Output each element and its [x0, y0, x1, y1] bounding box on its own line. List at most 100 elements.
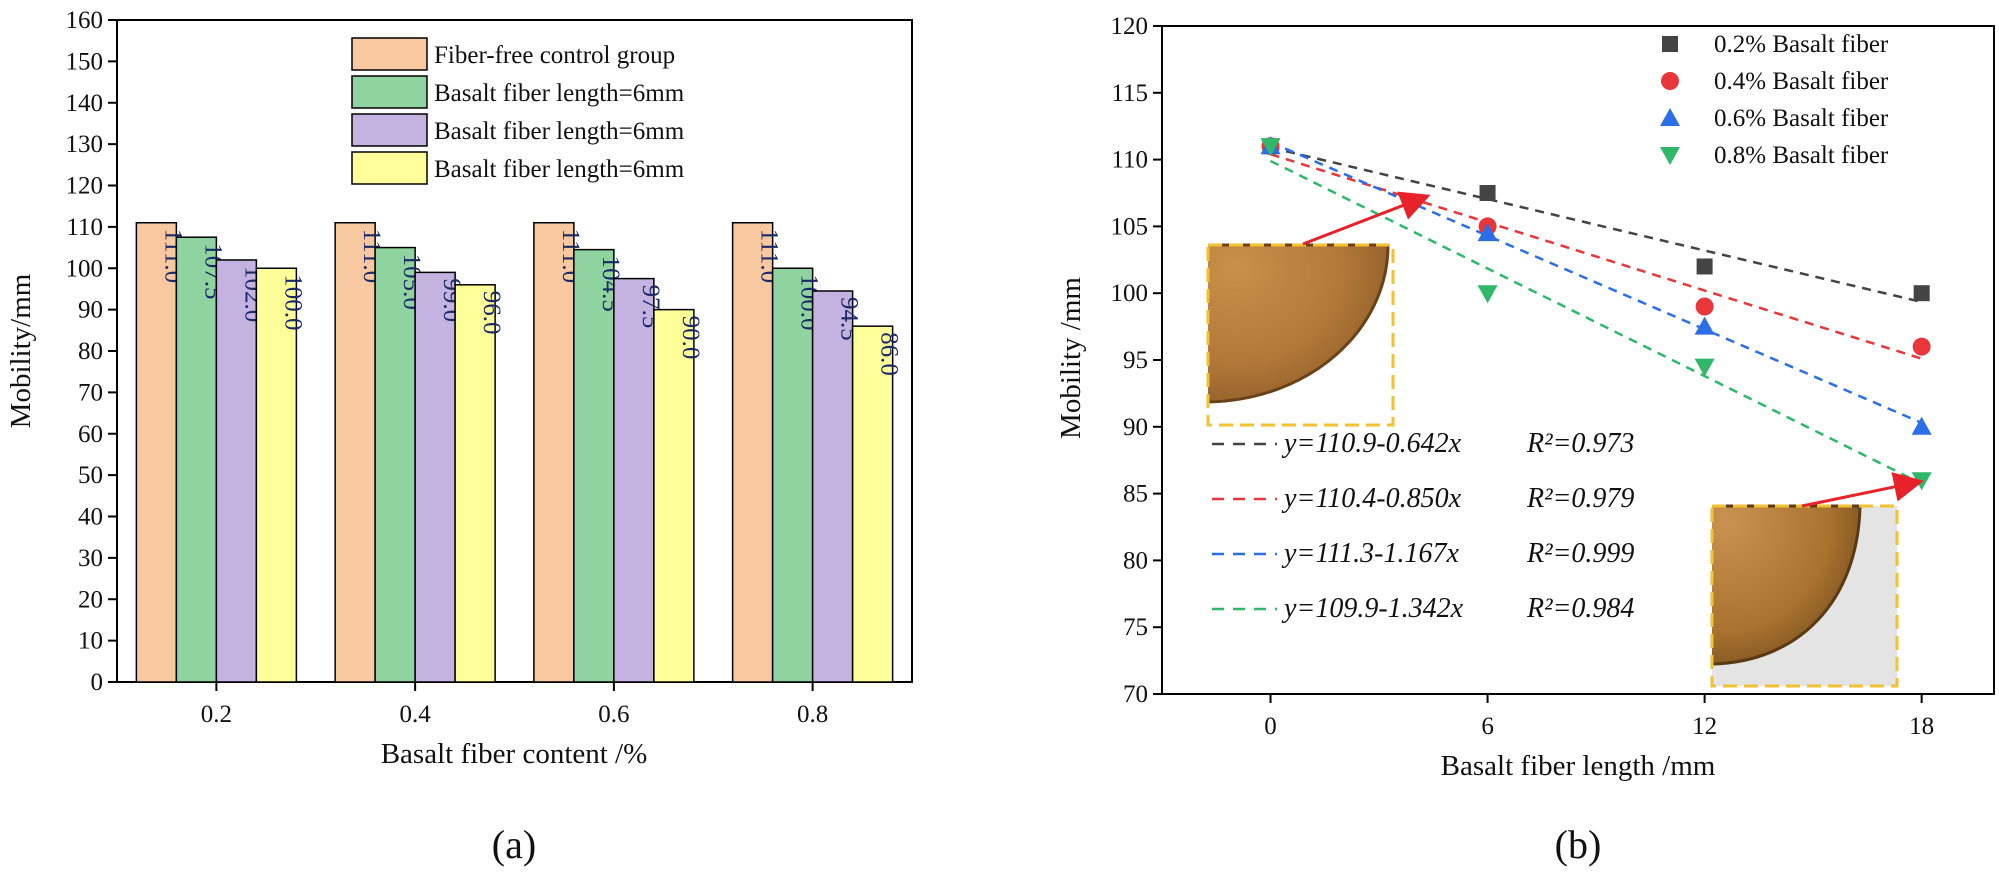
legend-label: 0.8% Basalt fiber	[1714, 142, 1889, 169]
bar	[573, 248, 615, 683]
y-tick-label: 30	[78, 545, 103, 572]
legend-marker	[1660, 108, 1680, 126]
bar	[175, 236, 218, 683]
legend-swatch	[351, 151, 428, 185]
bar	[653, 308, 695, 683]
arrow-to-6mm	[1302, 191, 1431, 246]
panel-b-y-axis-label: Mobility /mm	[1055, 277, 1087, 439]
x-tick-label: 0.8	[797, 701, 828, 728]
panel-b-legend: 0.2% Basalt fiber 0.4% Basalt fiber 0.6% B…	[1660, 31, 1889, 169]
y-tick-label: 40	[78, 504, 103, 531]
panel-a-caption: (a)	[492, 822, 536, 867]
bar	[334, 221, 376, 683]
y-tick-label: 85	[1123, 481, 1148, 508]
y-tick-label: 140	[66, 90, 104, 117]
inset-arrows	[1302, 191, 1924, 508]
y-tick-label: 75	[1123, 614, 1148, 641]
y-tick-label: 60	[78, 421, 103, 448]
legend-label: Basalt fiber length=6mm	[434, 118, 685, 145]
y-tick-label: 50	[78, 462, 103, 489]
panel-b-points	[1260, 136, 1932, 491]
bar-value-label: 86.0	[876, 332, 903, 376]
bar	[255, 267, 298, 683]
x-tick-label: 0	[1264, 713, 1277, 740]
fit-r-squared: R²=0.999	[1526, 538, 1634, 569]
x-tick-label: 0.2	[201, 701, 232, 728]
data-point	[1911, 416, 1932, 435]
bar	[851, 325, 894, 683]
legend-label: 0.2% Basalt fiber	[1714, 31, 1889, 58]
y-tick-label: 70	[78, 379, 103, 406]
bar	[374, 246, 416, 683]
panel-b-x-ticks: 0 6 12 18	[1264, 694, 1934, 740]
x-tick-label: 0.6	[598, 701, 629, 728]
y-tick-label: 20	[78, 586, 103, 613]
data-point	[1695, 297, 1714, 316]
legend-label: 0.6% Basalt fiber	[1714, 105, 1889, 132]
bar	[414, 271, 456, 683]
arrow-to-18mm	[1801, 472, 1924, 508]
panel-b: 70 75 80 85 90 95 100 105 110 115 120 0 6 12 18	[1055, 13, 1995, 867]
y-tick-label: 95	[1123, 347, 1148, 374]
panel-b-fit-lines	[1269, 141, 1923, 485]
y-tick-label: 115	[1111, 80, 1148, 107]
inset-photo-6mm	[1206, 243, 1395, 427]
fit-r-squared: R²=0.979	[1526, 483, 1634, 514]
bar-value-label: 90.0	[677, 316, 704, 360]
fit-r-squared: R²=0.984	[1526, 593, 1634, 624]
fit-equation: y=110.9-0.642x	[1281, 428, 1462, 459]
panel-a: 0 10 20 30 40 50 60 70 80 90 100 110 120 130 140 150 160…	[5, 7, 913, 867]
x-tick-label: 6	[1481, 713, 1494, 740]
y-tick-label: 160	[66, 7, 104, 34]
fit-equation: y=111.3-1.167x	[1281, 538, 1459, 569]
legend-label: Basalt fiber length=6mm	[434, 80, 685, 107]
y-tick-label: 120	[1111, 13, 1149, 40]
bar-value-label: 100.0	[279, 274, 306, 330]
y-tick-label: 80	[78, 338, 103, 365]
data-point	[1477, 285, 1498, 304]
legend-label: 0.4% Basalt fiber	[1714, 68, 1889, 95]
data-point	[1479, 185, 1496, 201]
panel-b-x-axis-label: Basalt fiber length /mm	[1441, 750, 1716, 782]
y-tick-label: 110	[1111, 147, 1148, 174]
panel-b-equations: y=110.9-0.642x R²=0.973 y=110.4-0.850x R²=0…	[1212, 428, 1634, 624]
legend-marker	[1662, 36, 1678, 52]
x-tick-label: 12	[1692, 713, 1717, 740]
x-tick-label: 18	[1909, 713, 1934, 740]
panel-b-y-ticks: 70 75 80 85 90 95 100 105 110 115 120	[1111, 13, 1162, 708]
bar-value-label: 96.0	[478, 291, 505, 335]
y-tick-label: 105	[1111, 213, 1149, 240]
fit-equation: y=110.4-0.850x	[1281, 483, 1462, 514]
legend-swatch	[351, 37, 428, 71]
panel-a-x-ticks: 0.2 0.4 0.6 0.8	[201, 682, 828, 728]
panel-a-y-ticks: 0 10 20 30 40 50 60 70 80 90 100 110 120 130 140 150 160	[66, 7, 117, 696]
panel-a-legend: Fiber-free control group Basalt fiber len…	[351, 37, 685, 185]
y-tick-label: 90	[1123, 414, 1148, 441]
data-point	[1696, 258, 1713, 275]
y-tick-label: 0	[91, 669, 104, 696]
data-point	[1694, 316, 1715, 335]
bar	[731, 221, 774, 683]
legend-label: Fiber-free control group	[434, 42, 675, 69]
bar	[613, 277, 655, 683]
data-point	[1694, 358, 1715, 377]
panel-a-y-axis-label: Mobility/mm	[5, 273, 37, 428]
y-tick-label: 100	[66, 255, 104, 282]
inset-photo-18mm	[1710, 504, 1899, 688]
y-tick-label: 90	[78, 297, 103, 324]
y-tick-label: 130	[66, 131, 104, 158]
y-tick-label: 110	[66, 214, 103, 241]
y-tick-label: 80	[1123, 547, 1148, 574]
data-point	[1913, 285, 1930, 302]
data-point	[1912, 337, 1931, 356]
bar	[454, 284, 496, 683]
y-tick-label: 100	[1111, 280, 1149, 307]
fit-line	[1270, 141, 1923, 425]
legend-marker	[1660, 147, 1680, 165]
panel-b-caption: (b)	[1555, 822, 1602, 867]
y-tick-label: 120	[66, 173, 104, 200]
bar	[533, 221, 575, 683]
data-point	[1477, 223, 1498, 242]
